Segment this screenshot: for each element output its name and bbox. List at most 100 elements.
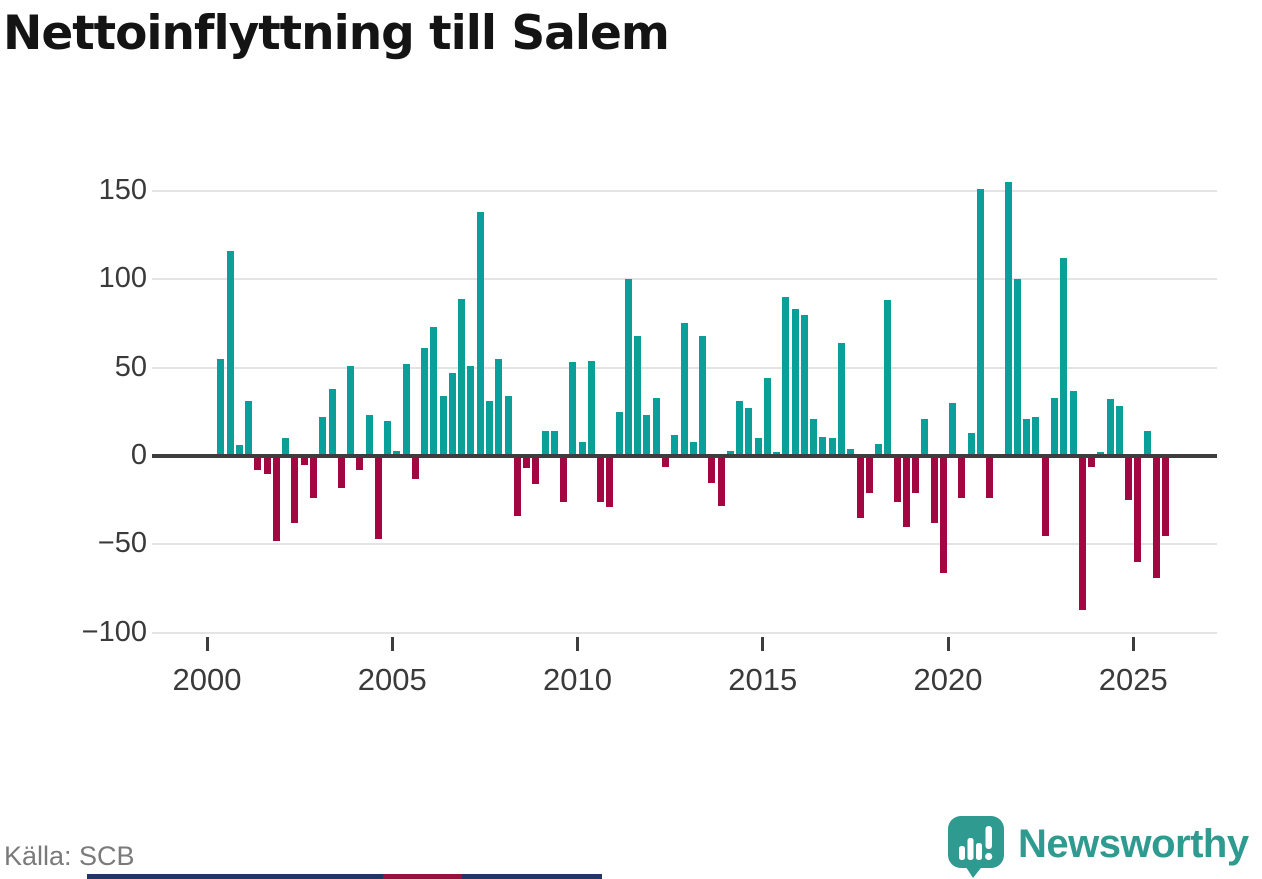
bar-2012Q2 [661,456,669,467]
bar-2016Q2 [810,418,818,456]
bar-2018Q4 [902,456,910,527]
bar-2001Q3 [263,456,271,474]
x-tick-2025 [1131,637,1135,651]
footer-strip-navy-right [462,874,602,879]
bar-2024Q2 [1106,399,1114,456]
bar-2009Q3 [560,456,568,502]
bar-2024Q3 [1115,406,1123,456]
source-note: Källa: SCB [4,841,135,871]
bar-2020Q1 [949,402,957,456]
bar-2015Q1 [763,378,771,456]
bar-2012Q4 [680,323,688,456]
bar-2009Q2 [550,431,558,456]
bar-2025Q4 [1162,456,1170,536]
bar-2016Q4 [828,438,836,456]
bar-2013Q3 [708,456,716,483]
y-axis-label-50: 50 [114,350,147,383]
bar-2013Q4 [717,456,725,506]
bar-2010Q3 [597,456,605,502]
bar-2017Q1 [837,342,845,456]
bar-2009Q4 [569,362,577,456]
bar-2005Q4 [421,348,429,456]
bar-2025Q1 [1134,456,1142,563]
x-axis-label-2025: 2025 [1098,662,1168,697]
bar-2008Q1 [504,395,512,456]
bar-2022Q2 [1032,417,1040,456]
footer-strip-red [383,874,462,879]
bar-2011Q4 [643,415,651,456]
bar-2000Q3 [226,250,234,456]
bar-2006Q4 [458,298,466,456]
bar-2023Q4 [1088,456,1096,467]
bar-2009Q1 [541,431,549,456]
footer-strip-navy-left [87,874,383,879]
gridline-y100 [152,278,1217,281]
bar-2022Q3 [1041,456,1049,536]
bar-2025Q3 [1152,456,1160,578]
bar-2017Q4 [865,456,873,494]
bar-2007Q4 [495,358,503,456]
bar-2014Q4 [754,438,762,456]
bar-2019Q2 [921,418,929,456]
bar-2004Q3 [374,456,382,540]
bar-2003Q1 [319,417,327,456]
zero-axis-line [152,454,1217,458]
x-tick-2000 [205,637,209,651]
bar-2002Q4 [310,456,318,499]
bar-2017Q2 [847,448,855,456]
newsworthy-wordmark: Newsworthy [1018,822,1249,866]
bar-2016Q3 [819,436,827,456]
bar-2006Q1 [430,326,438,456]
bar-2014Q1 [726,450,734,456]
bar-2020Q4 [976,189,984,456]
bar-2011Q3 [634,335,642,456]
bar-2005Q2 [402,364,410,456]
bar-2015Q4 [791,309,799,456]
gridline-y-100 [152,631,1217,634]
x-axis-label-2010: 2010 [543,662,612,697]
bar-2023Q1 [1060,257,1068,456]
bar-2021Q4 [1013,279,1021,456]
bar-2013Q2 [699,335,707,456]
x-axis-label-2015: 2015 [728,662,798,697]
bar-2020Q2 [958,456,966,499]
bar-2007Q2 [476,212,484,456]
bar-2020Q3 [967,433,975,456]
bar-2010Q4 [606,456,614,508]
bar-2021Q3 [1004,181,1012,456]
bar-2010Q2 [587,360,595,456]
chart-title: Nettoinflyttning till Salem [3,6,670,61]
bar-2006Q3 [448,372,456,456]
y-axis-label--100: −100 [81,615,147,648]
bar-2018Q1 [875,443,883,456]
bar-2018Q2 [884,300,892,456]
bar-2019Q1 [912,456,920,494]
bar-2007Q1 [467,365,475,456]
bar-2010Q1 [578,441,586,456]
x-tick-2010 [576,637,579,651]
bar-2021Q1 [986,456,994,499]
bar-2000Q4 [235,445,243,456]
bar-2001Q4 [272,456,280,541]
bar-2019Q4 [939,456,947,573]
y-axis-label-100: 100 [98,262,147,295]
bar-2003Q4 [347,365,355,456]
bar-2004Q1 [356,456,364,471]
bar-2004Q2 [365,415,373,456]
bar-2023Q2 [1069,390,1077,456]
bar-2002Q2 [291,456,299,524]
bar-2005Q3 [411,456,419,479]
bar-2014Q3 [745,408,753,456]
bar-2004Q4 [384,420,392,456]
bar-2011Q1 [615,411,623,456]
bar-2016Q1 [800,314,808,456]
bar-2022Q1 [1023,418,1031,456]
bar-2012Q1 [652,397,660,456]
bar-2002Q3 [300,456,308,465]
bar-2003Q3 [337,456,345,488]
bar-2005Q1 [393,450,401,456]
y-axis-label--50: −50 [97,527,147,560]
bar-2018Q3 [893,456,901,502]
